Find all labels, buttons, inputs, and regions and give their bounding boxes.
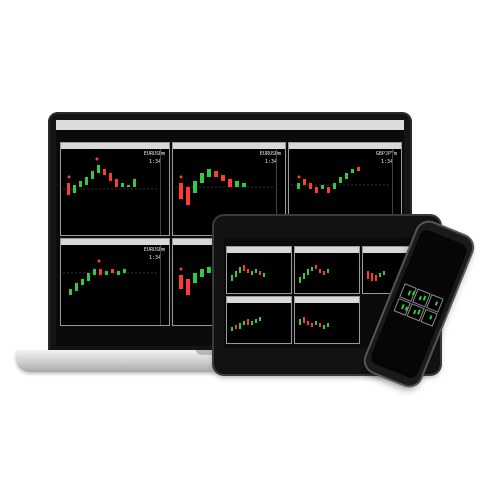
candlestick-chart	[291, 167, 389, 193]
chart-header	[295, 297, 359, 303]
phone-device	[362, 218, 476, 390]
candlestick-chart	[63, 157, 157, 195]
phone-screen	[368, 227, 470, 381]
chart-header	[61, 239, 169, 245]
chart-header	[227, 297, 291, 303]
price-axis	[160, 149, 169, 235]
price-axis	[276, 149, 285, 235]
tablet-chart-1[interactable]	[226, 246, 292, 294]
chart-symbol: EURUSDm	[143, 151, 165, 157]
price-axis	[160, 245, 169, 325]
chart-header	[295, 247, 359, 253]
chart-header	[173, 143, 285, 149]
candlestick-chart	[63, 259, 157, 295]
tablet-chart-4[interactable]	[226, 296, 292, 344]
candlestick-chart	[231, 265, 265, 281]
phone-device-wrapper	[350, 218, 484, 390]
laptop-menubar	[56, 120, 404, 130]
candlestick-chart	[299, 317, 329, 329]
chart-symbol: GBPJPYm	[375, 151, 397, 157]
candlestick-chart	[299, 265, 329, 283]
candlestick-chart	[179, 267, 211, 295]
chart-timeframe: 1:34	[148, 159, 161, 165]
chart-panel-1[interactable]: EURUSDm 1:34	[60, 142, 170, 236]
chart-header	[227, 247, 291, 253]
chart-header	[289, 143, 401, 149]
chart-timeframe: 1:34	[264, 159, 277, 165]
chart-symbol: EURUSDm	[259, 151, 281, 157]
chart-panel-4[interactable]: EURUSDm 1:34	[60, 238, 170, 326]
tablet-chart-5[interactable]	[294, 296, 360, 344]
chart-timeframe: 1:34	[380, 159, 393, 165]
candlestick-chart	[175, 169, 273, 205]
price-axis	[392, 149, 401, 235]
candlestick-chart	[367, 271, 385, 281]
candlestick-chart	[231, 317, 261, 331]
tablet-chart-2[interactable]	[294, 246, 360, 294]
chart-timeframe: 1:34	[148, 255, 161, 261]
chart-header	[363, 247, 427, 253]
phone-chart-grid	[393, 283, 444, 327]
chart-symbol: EURUSDm	[143, 247, 165, 253]
chart-header	[61, 143, 169, 149]
